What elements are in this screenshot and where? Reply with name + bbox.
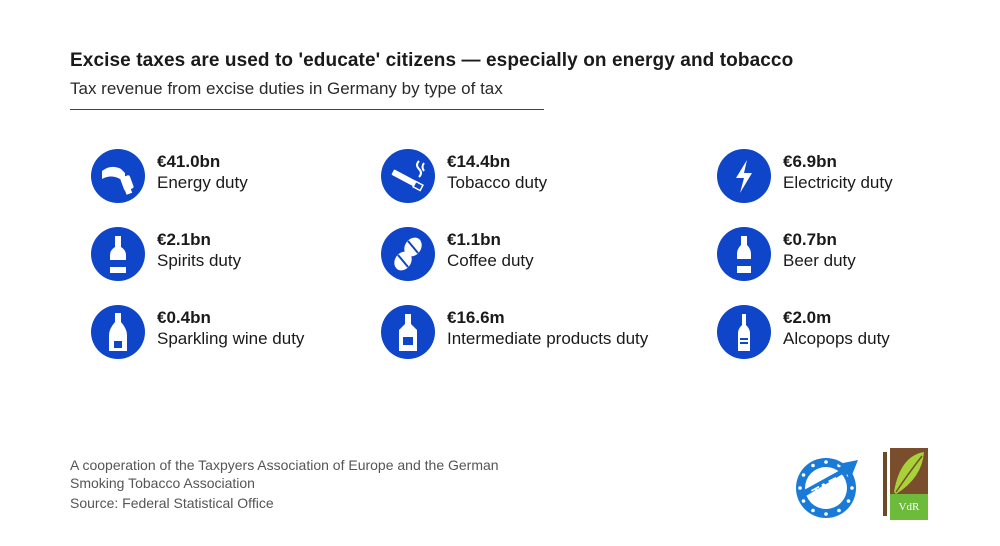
duty-item-coffee: €1.1bn Coffee duty	[381, 227, 641, 287]
coffee-beans-icon	[381, 227, 435, 281]
duty-label: Spirits duty	[157, 251, 242, 270]
alcopop-bottle-icon	[717, 305, 771, 359]
cooperation-note: A cooperation of the Taxpyers Associatio…	[70, 457, 499, 491]
duty-value: €1.1bn	[447, 230, 501, 249]
cigarette-icon	[381, 149, 435, 203]
duty-label: Intermediate products duty	[447, 329, 649, 348]
source-note: Source: Federal Statistical Office	[70, 495, 274, 511]
page-subtitle: Tax revenue from excise duties in German…	[70, 79, 503, 98]
duty-label: Energy duty	[157, 173, 248, 192]
duty-item-tobacco: €14.4bn Tobacco duty	[381, 149, 641, 209]
duty-value: €0.7bn	[783, 230, 837, 249]
vdr-logo-text: VdR	[899, 501, 920, 513]
duty-item-beer: €0.7bn Beer duty	[717, 227, 957, 287]
header-divider	[70, 109, 544, 110]
duty-item-energy: €41.0bn Energy duty	[91, 149, 351, 209]
beer-bottle-icon	[717, 227, 771, 281]
intermediate-bottle-icon	[381, 305, 435, 359]
duty-value: €2.0m	[783, 308, 832, 327]
duty-value: €6.9bn	[783, 152, 837, 171]
sparkling-wine-bottle-icon	[91, 305, 145, 359]
fuel-nozzle-icon	[91, 149, 145, 203]
duty-value: €41.0bn	[157, 152, 221, 171]
spirits-bottle-icon	[91, 227, 145, 281]
duty-label: Beer duty	[783, 251, 856, 270]
duty-value: €14.4bn	[447, 152, 511, 171]
duty-value: €0.4bn	[157, 308, 211, 327]
duty-item-electricity: €6.9bn Electricity duty	[717, 149, 957, 209]
duty-label: Alcopops duty	[783, 329, 890, 348]
duty-label: Sparkling wine duty	[157, 329, 305, 348]
lightning-icon	[717, 149, 771, 203]
duty-item-intermediate-products: €16.6m Intermediate products duty	[381, 305, 681, 365]
vdr-logo: VdR	[883, 448, 928, 520]
duty-item-sparkling-wine: €0.4bn Sparkling wine duty	[91, 305, 351, 365]
duty-value: €16.6m	[447, 308, 505, 327]
duty-item-spirits: €2.1bn Spirits duty	[91, 227, 351, 287]
duty-value: €2.1bn	[157, 230, 211, 249]
duty-label: Coffee duty	[447, 251, 534, 270]
duty-label: Electricity duty	[783, 173, 893, 192]
page-title: Excise taxes are used to 'educate' citiz…	[70, 50, 794, 71]
duty-item-alcopops: €2.0m Alcopops duty	[717, 305, 957, 365]
tae-logo: TAE	[796, 458, 858, 518]
duty-label: Tobacco duty	[447, 173, 548, 192]
